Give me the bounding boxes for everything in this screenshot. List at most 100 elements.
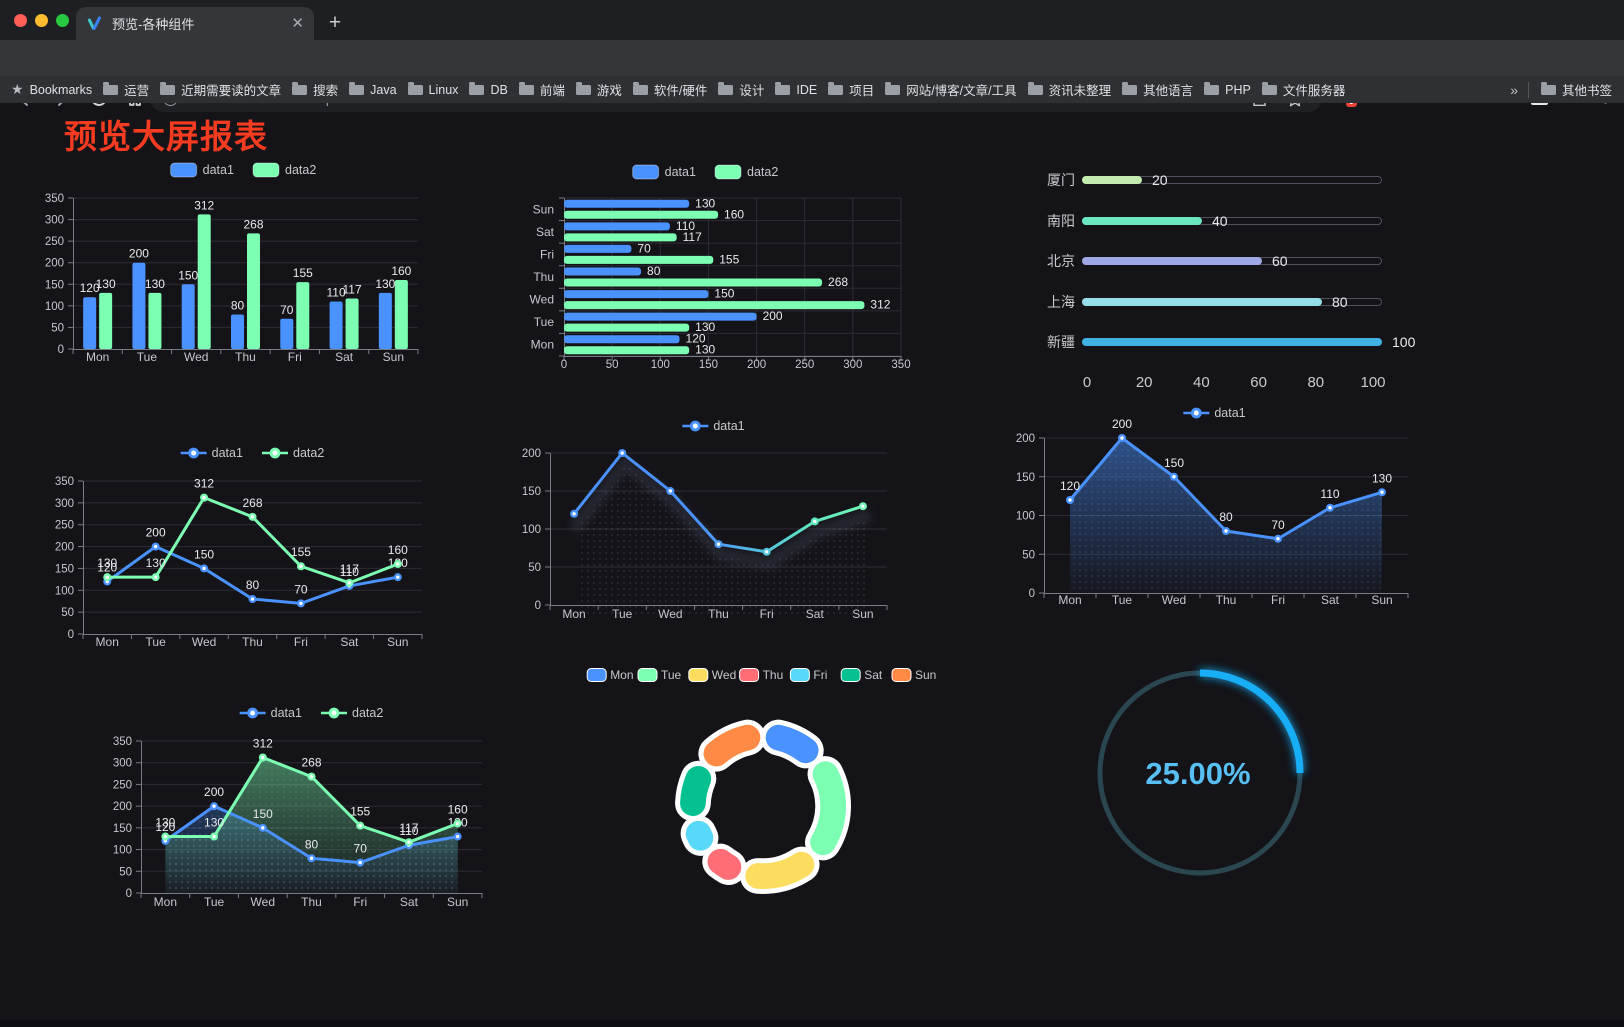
site-favicon-icon xyxy=(87,16,101,30)
bookmark-item[interactable]: 资讯未整理 xyxy=(1027,80,1111,99)
tab-close-icon[interactable]: ✕ xyxy=(291,15,304,32)
svg-text:Wed: Wed xyxy=(184,350,208,364)
folder-icon xyxy=(575,81,591,95)
zoom-window-button[interactable] xyxy=(56,14,69,27)
bookmark-item[interactable]: Java xyxy=(349,81,397,97)
svg-text:150: 150 xyxy=(522,486,541,498)
folder-icon xyxy=(518,81,534,95)
svg-text:50: 50 xyxy=(51,322,64,334)
svg-text:200: 200 xyxy=(146,526,166,540)
svg-text:Wed: Wed xyxy=(712,668,736,682)
bookmark-item[interactable]: 网站/博客/文章/工具 xyxy=(885,80,1017,99)
folder-icon xyxy=(1540,81,1556,95)
svg-text:80: 80 xyxy=(246,578,260,592)
other-bookmarks-folder[interactable]: 其他书签 xyxy=(1540,80,1612,99)
bookmark-item[interactable]: 文件服务器 xyxy=(1261,80,1345,99)
svg-text:200: 200 xyxy=(55,542,74,554)
bookmark-item[interactable]: 前端 xyxy=(518,80,565,99)
close-window-button[interactable] xyxy=(14,14,27,27)
svg-text:250: 250 xyxy=(795,359,814,371)
svg-text:Tue: Tue xyxy=(1112,593,1133,607)
svg-text:150: 150 xyxy=(55,563,74,575)
svg-text:Sat: Sat xyxy=(340,635,359,649)
svg-text:155: 155 xyxy=(293,266,313,280)
svg-text:Fri: Fri xyxy=(353,895,367,909)
svg-text:120: 120 xyxy=(155,820,175,834)
svg-text:100: 100 xyxy=(1016,511,1035,523)
svg-text:0: 0 xyxy=(1029,588,1035,600)
svg-text:200: 200 xyxy=(763,309,783,323)
progress-axis-tick: 80 xyxy=(1307,374,1325,391)
svg-text:130: 130 xyxy=(146,556,166,570)
bookmark-item[interactable]: 游戏 xyxy=(575,80,622,99)
bookmark-item[interactable]: 软件/硬件 xyxy=(632,80,707,99)
svg-text:data1: data1 xyxy=(665,165,696,179)
bookmarks-root-item[interactable]: ★ Bookmarks xyxy=(11,81,93,97)
bookmark-item[interactable]: DB xyxy=(469,81,508,97)
svg-text:155: 155 xyxy=(291,545,311,559)
svg-text:150: 150 xyxy=(45,279,64,291)
svg-text:300: 300 xyxy=(55,498,74,510)
svg-text:Tue: Tue xyxy=(137,350,158,364)
folder-icon xyxy=(469,81,485,95)
chart-grouped-bar-horizontal[interactable]: 0 50 100 150 200 250 300 350 Mon Tue Wed Thu Fri Sat S… xyxy=(498,158,922,373)
progress-fill xyxy=(1082,338,1382,346)
svg-text:Fri: Fri xyxy=(813,668,827,682)
chart-area-single[interactable]: 0 50 100 150 200 Mon Tue Wed Thu Fri Sat Sun 120 200 1… xyxy=(1000,400,1424,625)
progress-axis-tick: 20 xyxy=(1135,374,1153,391)
svg-text:Thu: Thu xyxy=(1216,593,1237,607)
new-tab-button[interactable]: + xyxy=(328,11,342,34)
svg-text:50: 50 xyxy=(1022,549,1035,561)
svg-text:150: 150 xyxy=(1016,472,1035,484)
chart-donut[interactable]: Mon Tue Wed Thu Fri Sat Sun xyxy=(560,655,970,905)
svg-text:80: 80 xyxy=(305,837,319,851)
svg-text:Sun: Sun xyxy=(533,202,554,216)
svg-text:100: 100 xyxy=(45,301,64,313)
bookmarks-overflow-chevron[interactable]: » xyxy=(1510,81,1518,98)
svg-text:155: 155 xyxy=(350,805,370,819)
folder-icon xyxy=(292,81,308,95)
svg-text:Tue: Tue xyxy=(661,668,682,682)
svg-text:150: 150 xyxy=(1164,456,1184,470)
svg-text:data2: data2 xyxy=(293,446,324,460)
chart-line-gradient[interactable]: 050100150200MonTueWedThuFriSatSundata1 xyxy=(498,413,922,638)
chart-line-two-series[interactable]: 0 50 100 150 200 250 300 350 Mon Tue Wed Thu Fri Sat S… xyxy=(38,440,470,670)
minimize-window-button[interactable] xyxy=(35,14,48,27)
bookmark-item[interactable]: IDE xyxy=(775,81,817,97)
svg-text:Sat: Sat xyxy=(1321,593,1340,607)
svg-text:300: 300 xyxy=(843,359,862,371)
chart-area-two-series[interactable]: 0 50 100 150 200 250 300 350 Mon Tue Wed Thu Fri Sat S… xyxy=(96,700,496,920)
chart-gauge[interactable]: 25.00% xyxy=(1085,660,1325,890)
folder-icon xyxy=(160,81,176,95)
svg-text:Sat: Sat xyxy=(864,668,883,682)
chart-grouped-bar-vertical[interactable]: 0 50 100 150 200 250 300 350 Mon Tue Wed Thu Fri Sat S… xyxy=(38,148,470,380)
svg-text:350: 350 xyxy=(113,736,132,748)
browser-tab[interactable]: 预览-各种组件 ✕ xyxy=(76,7,314,40)
bookmark-item[interactable]: 近期需要读的文章 xyxy=(160,80,281,99)
bookmark-item[interactable]: Linux xyxy=(407,81,458,97)
svg-text:312: 312 xyxy=(253,737,273,751)
progress-fill xyxy=(1082,257,1262,265)
svg-text:Sat: Sat xyxy=(536,225,555,239)
bookmark-item[interactable]: 运营 xyxy=(103,80,149,99)
folder-icon xyxy=(1027,81,1043,95)
bookmark-item[interactable]: 项目 xyxy=(828,80,874,99)
progress-value: 60 xyxy=(1272,253,1288,269)
svg-text:300: 300 xyxy=(45,215,64,227)
bookmark-item[interactable]: 其他语言 xyxy=(1122,80,1193,99)
svg-text:Mon: Mon xyxy=(1058,593,1081,607)
progress-axis-tick: 100 xyxy=(1360,374,1386,391)
window-bottom-edge xyxy=(0,1020,1624,1027)
svg-text:110: 110 xyxy=(676,219,695,233)
svg-text:80: 80 xyxy=(1219,510,1233,524)
bookmark-item[interactable]: 搜索 xyxy=(292,80,338,99)
svg-text:200: 200 xyxy=(204,785,224,799)
svg-text:data2: data2 xyxy=(747,165,778,179)
svg-text:160: 160 xyxy=(448,803,468,817)
bookmark-item[interactable]: PHP xyxy=(1204,81,1251,97)
bookmark-item[interactable]: 设计 xyxy=(718,80,764,99)
svg-text:120: 120 xyxy=(97,561,117,575)
progress-value: 20 xyxy=(1152,172,1168,188)
chart-city-progress[interactable]: 厦门 20 南阳 40 北京 60 上海 80 新疆 100 0 20 40 60 80 100 xyxy=(1000,158,1430,403)
